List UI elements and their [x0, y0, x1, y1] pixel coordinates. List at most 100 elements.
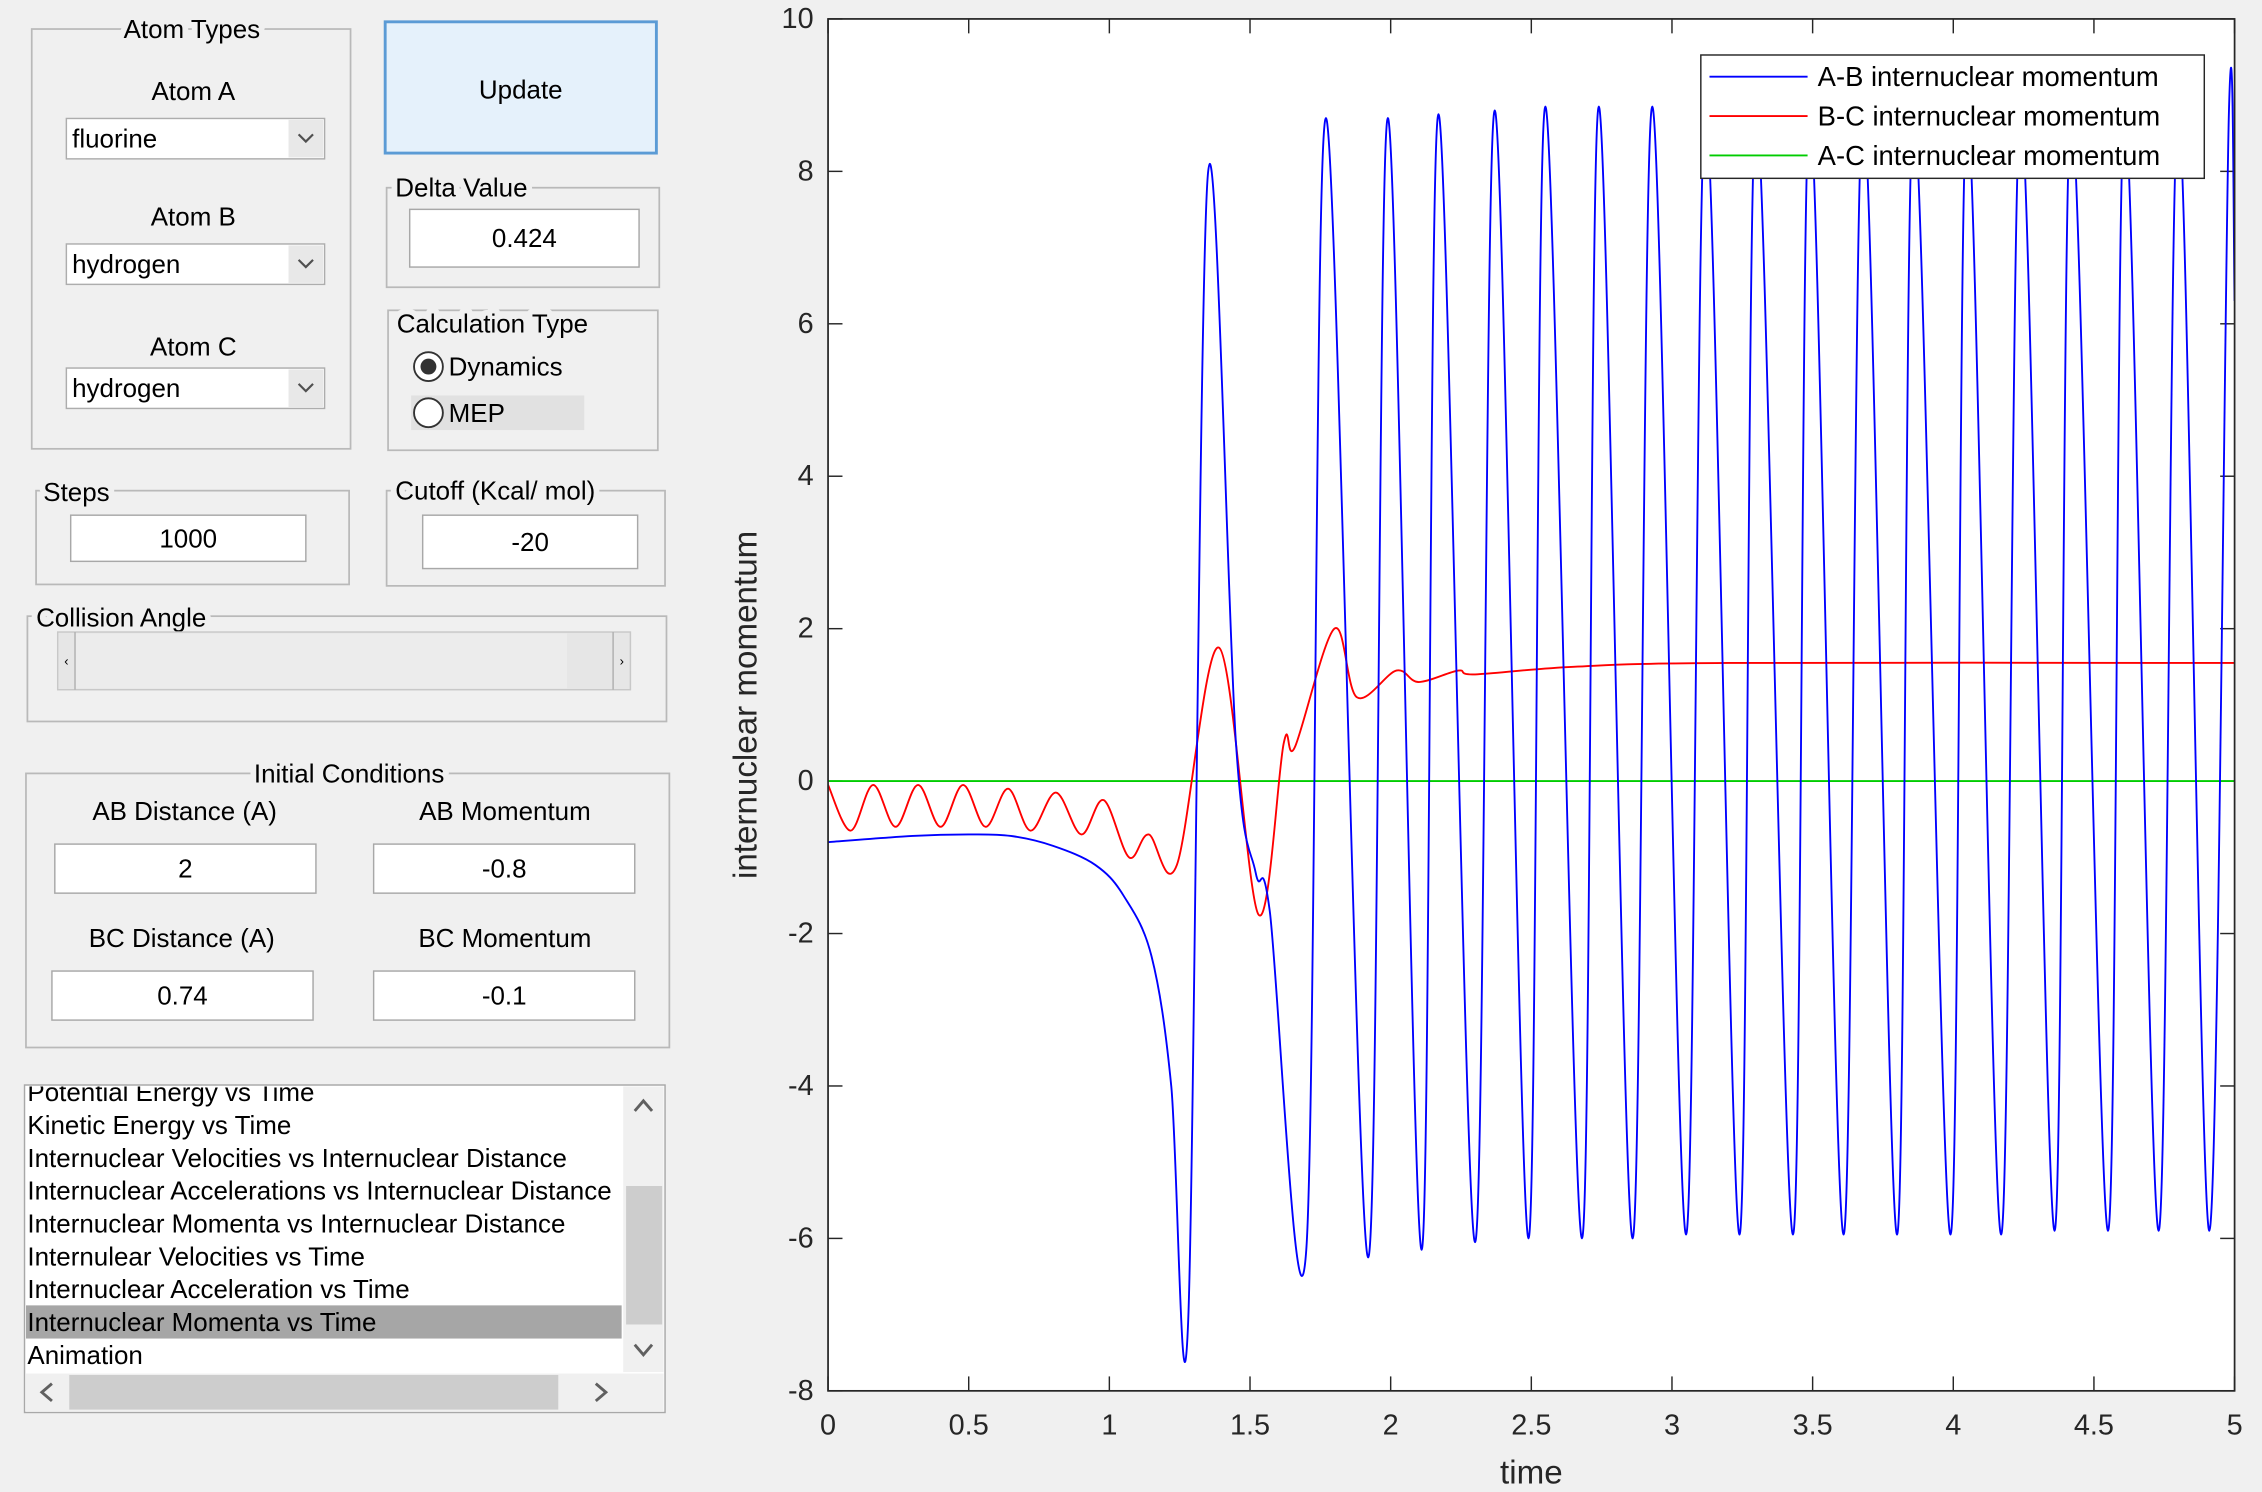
- dropdown-value: fluorine: [72, 124, 157, 154]
- radio-button[interactable]: [413, 397, 444, 429]
- x-tick-label: 1: [1101, 1409, 1117, 1441]
- cutoff-panel: [385, 489, 666, 587]
- text-input[interactable]: [51, 970, 314, 1021]
- dropdown[interactable]: [65, 243, 326, 286]
- text-input[interactable]: [421, 514, 639, 570]
- data-line: [828, 67, 2235, 1363]
- x-tick-label: 2: [1383, 1409, 1399, 1441]
- text-input[interactable]: [54, 843, 317, 894]
- y-tick-label: 8: [798, 155, 814, 187]
- x-tick-label: 4: [1945, 1409, 1961, 1441]
- scroll-left[interactable]: [39, 1382, 53, 1403]
- atom-label: Atom A: [151, 76, 235, 106]
- field-label: AB Distance (A): [92, 796, 277, 826]
- data-line: [828, 627, 2235, 917]
- x-tick-label: 4.5: [2074, 1409, 2114, 1441]
- input-value: 0.424: [492, 223, 557, 253]
- delta-panel: [385, 186, 661, 289]
- y-tick-label: -2: [788, 918, 814, 950]
- atom-label: Atom C: [150, 331, 237, 361]
- y-tick-label: 4: [798, 460, 814, 492]
- x-tick-label: 0.5: [949, 1409, 989, 1441]
- dropdown-value: hydrogen: [72, 373, 180, 403]
- text-input[interactable]: [372, 843, 636, 894]
- dropdown-button[interactable]: [288, 369, 324, 407]
- legend-label: B-C internuclear momentum: [1818, 101, 2161, 132]
- list-item[interactable]: Internuclear Acceleration vs Time: [27, 1274, 409, 1304]
- dropdown-arrow: [297, 133, 314, 144]
- panel-title: Delta Value: [395, 173, 527, 203]
- y-tick-label: -6: [788, 1222, 814, 1254]
- slider-arrow[interactable]: ›: [620, 653, 624, 668]
- list-item[interactable]: Internulear Velocities vs Time: [27, 1241, 365, 1271]
- field-label: AB Momentum: [419, 796, 591, 826]
- x-tick-label: 3: [1664, 1409, 1680, 1441]
- scroll-down[interactable]: [633, 1343, 654, 1357]
- list-item[interactable]: Internuclear Accelerations vs Internucle…: [27, 1176, 611, 1206]
- plot-list[interactable]: [23, 1084, 666, 1414]
- h-scroll-thumb[interactable]: [69, 1374, 559, 1410]
- field-label: BC Momentum: [418, 923, 591, 953]
- panel-title: Cutoff (Kcal/ mol): [395, 476, 595, 506]
- text-input[interactable]: [408, 208, 640, 268]
- x-tick-label: 5: [2227, 1409, 2243, 1441]
- y-tick-label: 2: [798, 613, 814, 645]
- atom-label: Atom B: [151, 202, 236, 232]
- y-tick-label: 10: [782, 3, 814, 35]
- list-item[interactable]: Internuclear Momenta vs Time: [27, 1307, 376, 1337]
- panel-title: Collision Angle: [36, 603, 206, 633]
- legend-label: A-C internuclear momentum: [1818, 140, 2161, 171]
- input-value: -0.1: [482, 981, 527, 1011]
- input-value: 2: [178, 854, 192, 884]
- dropdown-button[interactable]: [288, 245, 324, 283]
- y-tick-label: 0: [798, 765, 814, 797]
- text-input[interactable]: [69, 514, 307, 563]
- x-tick-label: 1.5: [1230, 1409, 1270, 1441]
- dropdown-button[interactable]: [288, 119, 324, 158]
- field-label: BC Distance (A): [89, 923, 275, 953]
- input-value: -20: [511, 527, 549, 557]
- panel-title: Steps: [43, 477, 109, 507]
- dropdown[interactable]: [65, 367, 326, 410]
- y-tick-label: -4: [788, 1070, 814, 1102]
- update-button[interactable]: [383, 20, 658, 155]
- initial-conditions-panel: [25, 772, 671, 1049]
- radio-label[interactable]: MEP: [449, 398, 505, 428]
- list-item[interactable]: Animation: [27, 1340, 142, 1370]
- radio-dot: [420, 358, 437, 375]
- slider-track: [75, 633, 567, 689]
- list-item[interactable]: Internuclear Velocities vs Internuclear …: [27, 1143, 567, 1173]
- input-value: 0.74: [157, 981, 208, 1011]
- v-scroll-thumb[interactable]: [626, 1185, 663, 1325]
- dropdown[interactable]: [65, 117, 326, 160]
- plot: 0 0.5 1 1.5 2 2.5 3 3.5 4 4.5 5 -8 -6 -4 -2 0 2 4 6 8 10 time…: [727, 3, 2242, 1492]
- input-value: -0.8: [482, 854, 527, 884]
- y-axis-label: internuclear momentum: [727, 531, 764, 879]
- dropdown-value: hydrogen: [72, 249, 180, 279]
- calc-type-panel: [387, 309, 659, 452]
- x-axis-label: time: [1500, 1455, 1563, 1492]
- list-item[interactable]: Potential Energy vs Time: [27, 1077, 314, 1107]
- axes-box: [827, 18, 2236, 1392]
- dropdown-arrow: [297, 383, 314, 393]
- series-lines: [828, 67, 2235, 1363]
- x-tick-label: 0: [820, 1409, 836, 1441]
- list-item[interactable]: Internuclear Momenta vs Internuclear Dis…: [27, 1209, 565, 1239]
- steps-panel: [35, 489, 350, 586]
- input-value: 1000: [159, 523, 217, 553]
- dropdown-arrow: [297, 259, 314, 269]
- y-tick-label: -8: [788, 1375, 814, 1407]
- list-item[interactable]: Kinetic Energy vs Time: [27, 1110, 291, 1140]
- radio-label[interactable]: Dynamics: [449, 352, 563, 382]
- button-label: Update: [479, 75, 563, 105]
- scroll-right[interactable]: [594, 1382, 609, 1403]
- text-input[interactable]: [372, 970, 636, 1021]
- slider-arrow[interactable]: ‹: [64, 653, 68, 668]
- scroll-up[interactable]: [633, 1098, 654, 1112]
- panel-title: Calculation Type: [397, 308, 588, 338]
- x-tick-label: 3.5: [1793, 1409, 1833, 1441]
- list-selection: [25, 1305, 622, 1339]
